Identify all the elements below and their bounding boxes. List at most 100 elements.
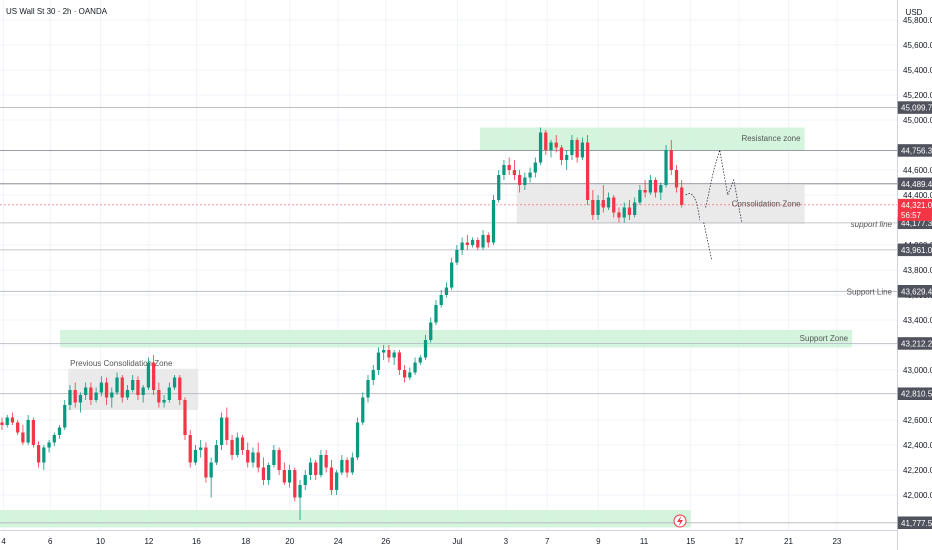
chart-title: US Wall St 30 · 2h · OANDA (6, 7, 108, 16)
candle-body (361, 397, 365, 423)
candle-body (31, 420, 35, 445)
candle-body (104, 382, 109, 398)
candle-body (549, 142, 553, 150)
lightning-glyph (677, 516, 683, 526)
price-tick-label: 42,600.0 (903, 416, 932, 425)
candle-body (193, 450, 198, 463)
time-tick-label: 16 (192, 537, 201, 546)
time-tick-label: 11 (640, 537, 649, 546)
candle-body (528, 172, 532, 178)
candle-body (335, 472, 339, 490)
support-zone-level-tag-label: 43,212.2 (901, 339, 932, 348)
price-levels (0, 107, 897, 524)
candle-body (120, 377, 124, 398)
candle-body (256, 452, 260, 468)
candle-body (157, 390, 161, 403)
candle-body (565, 155, 569, 160)
candle-body (115, 377, 119, 393)
candle-body (26, 420, 30, 443)
price-tick-label: 42,000.0 (903, 491, 932, 500)
resistance-level-tag (898, 144, 932, 157)
candle-body (209, 462, 213, 478)
time-tick-label: 9 (596, 537, 601, 546)
candle-body (538, 132, 543, 163)
price-tick-label: 42,400.0 (903, 441, 932, 450)
candle-body (402, 370, 407, 378)
candle-body (10, 417, 15, 423)
candle-body (580, 142, 584, 158)
candle-body (554, 142, 558, 148)
candle-body (183, 400, 187, 435)
resistance-zone-label: Resistance zone (741, 134, 801, 143)
candle-body (633, 202, 637, 215)
candle-body (434, 305, 438, 323)
time-tick-label: 24 (334, 537, 343, 546)
candle-body (387, 350, 391, 358)
candle-body (324, 455, 328, 468)
countdown-label: 56:57 (901, 211, 922, 220)
support-line-level-tag-label: 44,177.3 (901, 219, 932, 228)
candle-body (110, 392, 114, 398)
candle-body (601, 200, 605, 208)
candle-body (366, 380, 370, 398)
candle-body (659, 185, 663, 193)
candle-body (680, 187, 684, 205)
candle-body (99, 382, 103, 393)
candle-body (559, 147, 564, 160)
upper-level-tag (898, 177, 932, 190)
candle-body (491, 200, 496, 243)
candle-body (455, 250, 459, 263)
time-tick-label: Jul (452, 537, 462, 546)
time-tick-label: 15 (686, 537, 695, 546)
price-tick-label: 45,800.0 (903, 16, 932, 25)
time-tick-label: 18 (241, 537, 250, 546)
candle-body (439, 295, 443, 305)
candle-body (63, 405, 67, 428)
candle-body (57, 427, 62, 435)
candle-body (125, 390, 130, 398)
resistance-zone (479, 127, 805, 150)
candle-body (308, 462, 313, 475)
time-tick-label: 4 (1, 537, 6, 546)
candle-body (627, 207, 632, 215)
candle-body (136, 380, 140, 395)
candle-body (89, 387, 93, 400)
candle-body (533, 162, 537, 173)
candle-body (303, 475, 307, 485)
candles (0, 127, 684, 520)
candle-body (674, 170, 679, 188)
time-tick-label: 12 (144, 537, 153, 546)
projection-arrows (685, 149, 743, 261)
candle-body (167, 387, 171, 400)
bottom-zone (0, 510, 691, 528)
candle-body (146, 362, 151, 388)
candle-body (497, 175, 501, 200)
candle-body (329, 467, 334, 490)
price-tick-label: 42,200.0 (903, 466, 932, 475)
time-tick-label: 7 (545, 537, 550, 546)
time-axis[interactable]: 4 6 10 12 16 18 20 24 26 Jul 3 7 9 11 15 17 21 23 (0, 514, 897, 546)
time-tick-label: 23 (832, 537, 841, 546)
candle-body (622, 207, 626, 218)
candle-body (131, 380, 135, 390)
top-level-tag (898, 101, 932, 114)
support-zone (60, 330, 853, 348)
candle-body (16, 422, 20, 433)
candle-body (575, 140, 579, 158)
candle-body (612, 197, 616, 213)
candle-body (643, 190, 647, 193)
bottom-level-tag-label: 41,777.5 (901, 519, 932, 528)
candle-body (570, 140, 574, 155)
candle-body (214, 445, 218, 463)
currency-label: USD (906, 8, 923, 17)
candle-body (345, 460, 349, 473)
candle-body (219, 417, 224, 445)
candle-body (413, 362, 417, 373)
candle-body (340, 460, 344, 473)
candle-body (68, 390, 72, 405)
time-tick-label: 17 (735, 537, 744, 546)
candle-body (230, 440, 234, 455)
